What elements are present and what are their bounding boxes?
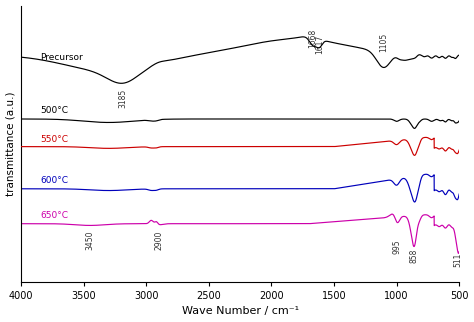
Text: 511: 511 <box>453 253 462 267</box>
Text: 1105: 1105 <box>379 33 388 52</box>
Text: 3185: 3185 <box>118 89 128 108</box>
Text: 550°C: 550°C <box>40 135 68 144</box>
Text: 3450: 3450 <box>85 231 94 251</box>
Text: 1668: 1668 <box>309 28 318 48</box>
Text: 2900: 2900 <box>155 231 164 250</box>
Text: Precursor: Precursor <box>40 53 82 62</box>
Text: 600°C: 600°C <box>40 176 68 185</box>
Text: 500°C: 500°C <box>40 106 68 115</box>
Text: 995: 995 <box>393 240 402 254</box>
Text: 650°C: 650°C <box>40 211 68 220</box>
X-axis label: Wave Number / cm⁻¹: Wave Number / cm⁻¹ <box>182 307 299 317</box>
Text: 1617: 1617 <box>315 34 324 53</box>
Y-axis label: transmittance (a.u.): transmittance (a.u.) <box>6 91 16 196</box>
Text: 858: 858 <box>410 248 419 263</box>
